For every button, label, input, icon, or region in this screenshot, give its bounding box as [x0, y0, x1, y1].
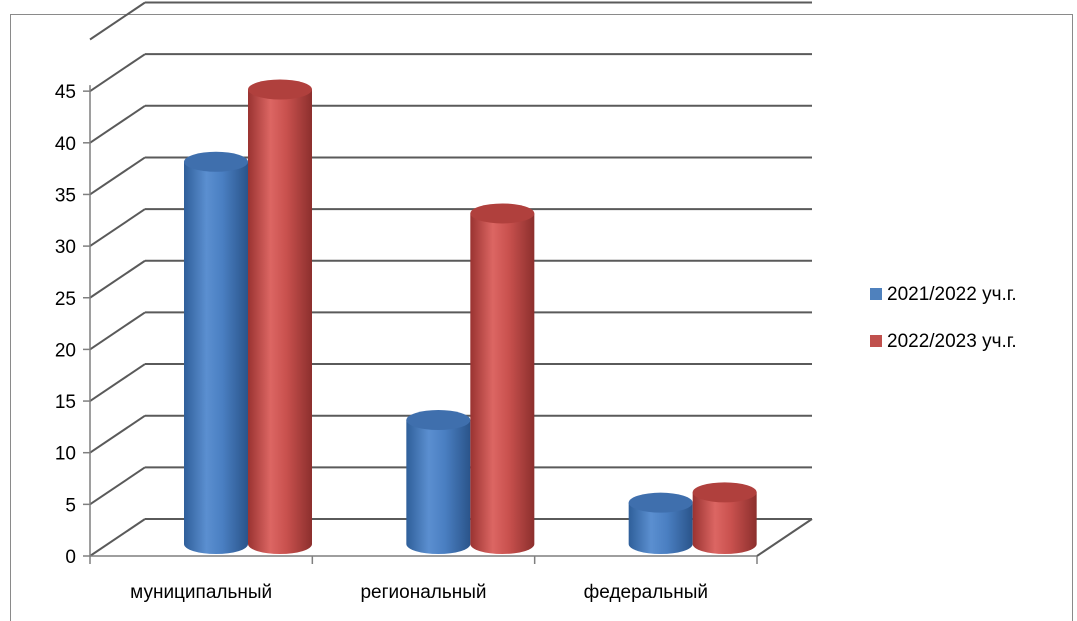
y-tick-label: 0	[65, 547, 76, 568]
bar-body	[628, 502, 693, 554]
gridline-side	[89, 208, 146, 247]
y-tick-label: 45	[55, 82, 76, 103]
bar-top	[184, 151, 248, 172]
y-tick-label: 10	[55, 444, 76, 465]
y-tick-label: 30	[55, 237, 76, 258]
gridline-side	[89, 104, 146, 144]
legend-label: 2022/2023 уч.г.	[887, 331, 1017, 352]
x-tick-label: федеральный	[584, 582, 708, 603]
bar-top	[692, 482, 757, 503]
legend: 2021/2022 уч.г. 2022/2023 уч.г.	[870, 284, 1017, 352]
bar-body	[406, 420, 471, 554]
bar-top	[628, 492, 693, 513]
y-tick-label: 25	[55, 289, 76, 310]
gridline-side	[89, 156, 146, 196]
gridline-side	[89, 53, 146, 92]
bar-top	[248, 79, 312, 100]
bar	[184, 151, 248, 555]
y-tick-label: 35	[55, 185, 76, 206]
bar-body	[184, 161, 248, 555]
bars	[184, 79, 757, 555]
bar	[248, 79, 312, 554]
x-axis-tick-labels: муниципальный региональный федеральный	[130, 582, 708, 603]
gridline-side	[89, 518, 146, 557]
gridline-side	[89, 311, 146, 351]
bar-body	[692, 492, 757, 554]
y-axis-tick-labels: 0 5 10 15 20 25 30 35 40 45	[55, 82, 76, 568]
bar	[692, 482, 757, 554]
bar	[628, 492, 693, 554]
gridline-side	[89, 363, 146, 402]
bar	[470, 203, 535, 554]
bar-top	[406, 410, 471, 431]
chart-frame	[10, 14, 1073, 621]
y-tick-label: 5	[65, 495, 76, 516]
bar-top	[470, 203, 535, 224]
y-tick-label: 40	[55, 134, 76, 155]
bar-body	[248, 89, 312, 554]
axes	[83, 85, 758, 564]
y-tick-label: 15	[55, 392, 76, 413]
y-tick-label: 20	[55, 340, 76, 361]
floor-edge	[756, 518, 813, 557]
x-tick-label: муниципальный	[130, 582, 272, 603]
legend-label: 2021/2022 уч.г.	[887, 284, 1017, 305]
gridline-side	[89, 1, 146, 41]
legend-swatch	[870, 288, 882, 300]
gridline-side	[89, 466, 146, 506]
gridline-side	[89, 414, 146, 454]
x-tick-label: региональный	[360, 582, 486, 603]
bar	[406, 410, 471, 554]
legend-swatch	[870, 335, 882, 347]
bar-body	[470, 213, 535, 554]
gridline-side	[89, 259, 146, 299]
